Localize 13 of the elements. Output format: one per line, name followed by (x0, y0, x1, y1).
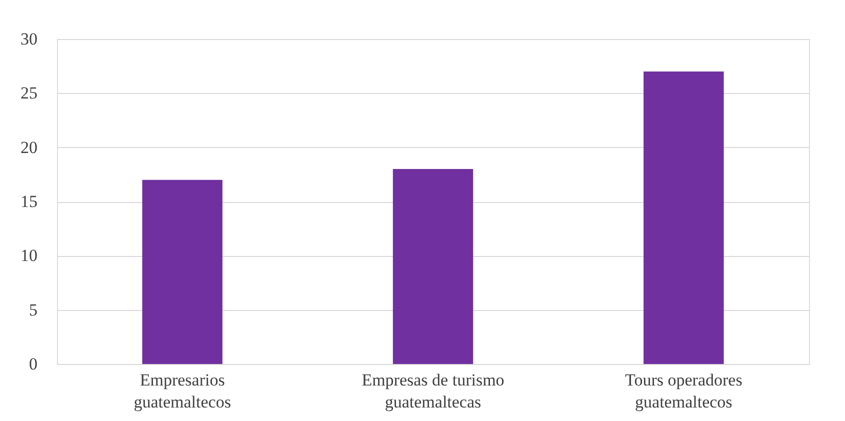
y-tick-label: 0 (29, 354, 38, 374)
y-tick-label: 20 (20, 138, 38, 157)
bar (644, 72, 724, 364)
x-tick-label: Empresarios guatemaltecos (134, 370, 231, 412)
bar (392, 169, 474, 364)
y-tick-label: 5 (29, 300, 38, 320)
y-tick-label: 25 (20, 84, 38, 103)
bar (142, 180, 222, 364)
x-tick-label: Empresas de turismo guatemaltecas (362, 370, 504, 412)
x-tick-label: Tours operadores guatemaltecos (625, 370, 742, 412)
y-tick-label: 10 (20, 246, 38, 266)
y-tick-label: 15 (20, 192, 38, 211)
y-tick-label: 30 (20, 30, 38, 48)
